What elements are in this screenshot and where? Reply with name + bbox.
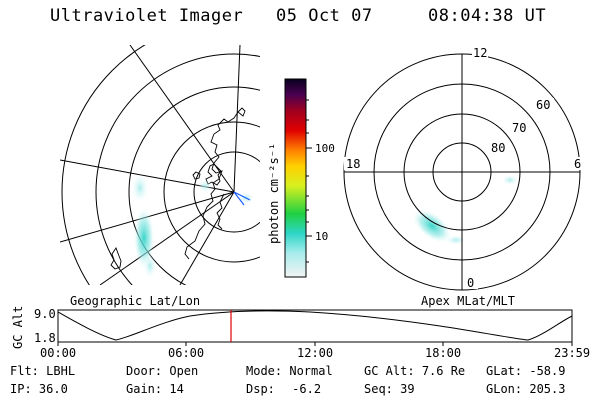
status-ip: IP: 36.0 [10, 382, 68, 396]
mlat-label-80: 80 [491, 141, 505, 155]
altitude-plot: 9.0 1.8 GC Alt 00:00 06:00 12:00 18:00 2… [11, 306, 590, 360]
alt-ylabel: GC Alt [11, 306, 25, 349]
apex-map-label: Apex MLat/MLT [421, 294, 515, 308]
mlt-label-0: 0 [467, 276, 474, 290]
colorbar: 100 10 photon cm⁻²s⁻¹ [267, 78, 335, 278]
altitude-curve [57, 310, 573, 341]
status-glon: GLon: 205.3 [486, 382, 566, 396]
status-glat: GLat: -58.9 [486, 364, 566, 378]
instrument-title: Ultraviolet Imager [50, 6, 244, 26]
alt-xtick-1800: 18:00 [425, 346, 461, 360]
alt-ytick-9: 9.0 [34, 307, 56, 321]
observation-time: 08:04:38 UT [428, 6, 547, 26]
mlat-label-60: 60 [536, 98, 550, 112]
geographic-map-label: Geographic Lat/Lon [70, 294, 200, 308]
geographic-map [60, 45, 260, 285]
alt-xtick-0000: 00:00 [40, 346, 76, 360]
alt-xtick-0600: 06:00 [168, 346, 204, 360]
alt-ytick-1-8: 1.8 [34, 331, 56, 345]
status-door: Door: Open [126, 364, 199, 378]
polar-mlt-plot: 12 18 6 0 60 70 80 [343, 46, 584, 291]
colorbar-tick-10: 10 [315, 230, 328, 243]
status-dsp: Dsp: -6.2 [246, 382, 322, 396]
mlat-label-70: 70 [512, 121, 526, 135]
status-seq: Seq: 39 [364, 382, 415, 396]
status-mode: Mode: Normal [246, 364, 333, 378]
mlt-label-18: 18 [346, 157, 360, 171]
alt-xtick-2359: 23:59 [554, 346, 590, 360]
mlt-label-12: 12 [473, 46, 487, 60]
colorbar-tick-100: 100 [315, 142, 335, 155]
status-gain: Gain: 14 [126, 382, 184, 396]
status-gc-alt: GC Alt: 7.6 Re [364, 364, 466, 378]
mlt-label-6: 6 [574, 157, 581, 171]
status-filter: Flt: LBHL [10, 364, 76, 378]
alt-xtick-1200: 12:00 [297, 346, 333, 360]
colorbar-unit-label: photon cm⁻²s⁻¹ [267, 143, 281, 244]
observation-date: 05 Oct 07 [276, 6, 373, 26]
